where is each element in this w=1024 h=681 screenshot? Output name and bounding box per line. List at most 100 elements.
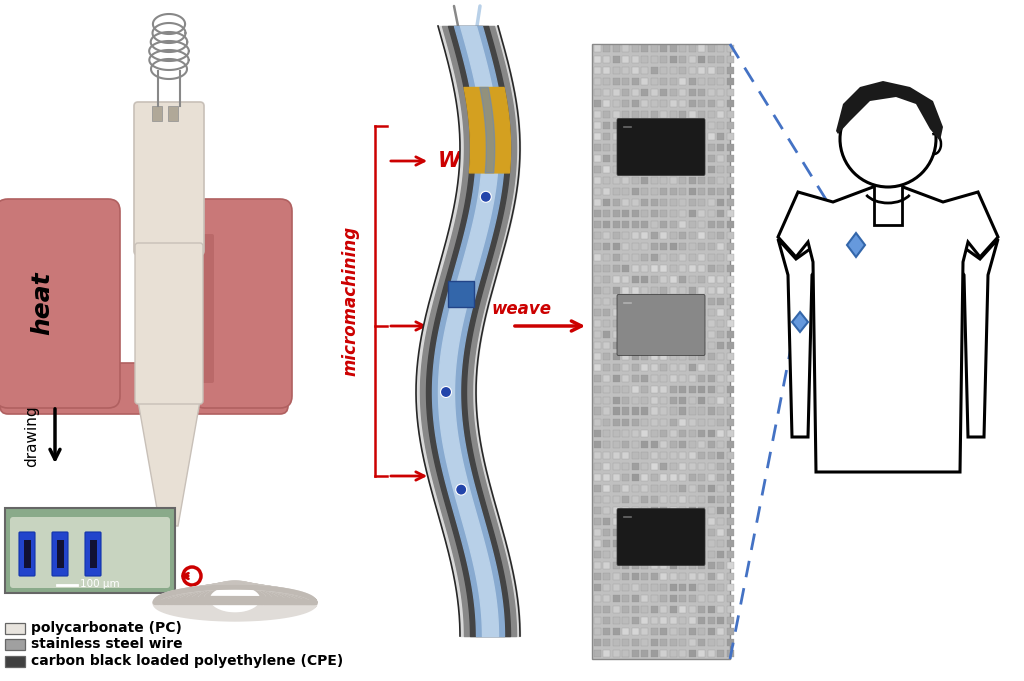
FancyBboxPatch shape bbox=[651, 341, 657, 349]
FancyBboxPatch shape bbox=[660, 518, 668, 525]
FancyBboxPatch shape bbox=[670, 550, 677, 558]
FancyBboxPatch shape bbox=[632, 341, 639, 349]
FancyBboxPatch shape bbox=[670, 221, 677, 228]
FancyBboxPatch shape bbox=[680, 396, 686, 404]
FancyBboxPatch shape bbox=[698, 287, 706, 294]
FancyBboxPatch shape bbox=[680, 496, 686, 503]
FancyBboxPatch shape bbox=[718, 67, 724, 74]
FancyBboxPatch shape bbox=[698, 210, 706, 217]
FancyBboxPatch shape bbox=[660, 627, 668, 635]
FancyBboxPatch shape bbox=[603, 375, 610, 382]
FancyBboxPatch shape bbox=[651, 55, 657, 63]
FancyBboxPatch shape bbox=[594, 573, 601, 580]
Circle shape bbox=[480, 191, 492, 202]
FancyBboxPatch shape bbox=[660, 287, 668, 294]
FancyBboxPatch shape bbox=[708, 353, 715, 360]
FancyBboxPatch shape bbox=[660, 89, 668, 96]
FancyBboxPatch shape bbox=[594, 507, 601, 514]
FancyBboxPatch shape bbox=[689, 330, 695, 338]
FancyBboxPatch shape bbox=[594, 473, 601, 481]
FancyBboxPatch shape bbox=[727, 187, 734, 195]
FancyBboxPatch shape bbox=[623, 176, 630, 184]
FancyBboxPatch shape bbox=[632, 221, 639, 228]
FancyBboxPatch shape bbox=[651, 650, 657, 657]
FancyBboxPatch shape bbox=[613, 155, 620, 162]
FancyBboxPatch shape bbox=[680, 353, 686, 360]
FancyBboxPatch shape bbox=[651, 155, 657, 162]
FancyBboxPatch shape bbox=[632, 121, 639, 129]
FancyBboxPatch shape bbox=[718, 44, 724, 52]
FancyBboxPatch shape bbox=[641, 242, 648, 250]
FancyBboxPatch shape bbox=[603, 616, 610, 624]
FancyBboxPatch shape bbox=[641, 385, 648, 393]
FancyBboxPatch shape bbox=[660, 562, 668, 569]
FancyBboxPatch shape bbox=[613, 550, 620, 558]
FancyBboxPatch shape bbox=[680, 253, 686, 261]
FancyBboxPatch shape bbox=[632, 187, 639, 195]
FancyBboxPatch shape bbox=[698, 133, 706, 140]
FancyBboxPatch shape bbox=[680, 385, 686, 393]
FancyBboxPatch shape bbox=[594, 253, 601, 261]
FancyBboxPatch shape bbox=[613, 507, 620, 514]
FancyBboxPatch shape bbox=[670, 496, 677, 503]
FancyBboxPatch shape bbox=[623, 110, 630, 118]
FancyBboxPatch shape bbox=[613, 319, 620, 327]
FancyBboxPatch shape bbox=[708, 44, 715, 52]
FancyBboxPatch shape bbox=[680, 550, 686, 558]
FancyBboxPatch shape bbox=[698, 253, 706, 261]
Polygon shape bbox=[847, 233, 865, 257]
FancyBboxPatch shape bbox=[603, 595, 610, 602]
FancyBboxPatch shape bbox=[603, 187, 610, 195]
FancyBboxPatch shape bbox=[651, 232, 657, 239]
FancyBboxPatch shape bbox=[698, 616, 706, 624]
FancyBboxPatch shape bbox=[708, 639, 715, 646]
FancyBboxPatch shape bbox=[718, 650, 724, 657]
FancyBboxPatch shape bbox=[623, 121, 630, 129]
FancyBboxPatch shape bbox=[613, 364, 620, 371]
FancyBboxPatch shape bbox=[594, 319, 601, 327]
FancyBboxPatch shape bbox=[708, 605, 715, 613]
FancyBboxPatch shape bbox=[660, 319, 668, 327]
FancyBboxPatch shape bbox=[623, 155, 630, 162]
FancyBboxPatch shape bbox=[594, 264, 601, 272]
FancyBboxPatch shape bbox=[698, 67, 706, 74]
FancyBboxPatch shape bbox=[623, 364, 630, 371]
FancyBboxPatch shape bbox=[708, 364, 715, 371]
FancyBboxPatch shape bbox=[613, 639, 620, 646]
FancyBboxPatch shape bbox=[613, 287, 620, 294]
FancyBboxPatch shape bbox=[632, 650, 639, 657]
FancyBboxPatch shape bbox=[689, 385, 695, 393]
FancyBboxPatch shape bbox=[632, 462, 639, 470]
FancyBboxPatch shape bbox=[698, 264, 706, 272]
FancyBboxPatch shape bbox=[727, 341, 734, 349]
FancyBboxPatch shape bbox=[698, 375, 706, 382]
FancyBboxPatch shape bbox=[603, 396, 610, 404]
FancyBboxPatch shape bbox=[632, 562, 639, 569]
FancyBboxPatch shape bbox=[613, 419, 620, 426]
FancyBboxPatch shape bbox=[718, 627, 724, 635]
FancyBboxPatch shape bbox=[632, 308, 639, 316]
FancyBboxPatch shape bbox=[718, 232, 724, 239]
FancyBboxPatch shape bbox=[660, 221, 668, 228]
FancyBboxPatch shape bbox=[594, 99, 601, 107]
FancyBboxPatch shape bbox=[708, 232, 715, 239]
FancyBboxPatch shape bbox=[698, 353, 706, 360]
FancyBboxPatch shape bbox=[698, 144, 706, 151]
FancyBboxPatch shape bbox=[670, 473, 677, 481]
FancyBboxPatch shape bbox=[632, 616, 639, 624]
FancyBboxPatch shape bbox=[727, 298, 734, 305]
FancyBboxPatch shape bbox=[613, 650, 620, 657]
FancyBboxPatch shape bbox=[698, 232, 706, 239]
Text: stainless steel wire: stainless steel wire bbox=[31, 637, 182, 652]
FancyBboxPatch shape bbox=[680, 650, 686, 657]
FancyBboxPatch shape bbox=[623, 341, 630, 349]
FancyBboxPatch shape bbox=[718, 441, 724, 448]
FancyBboxPatch shape bbox=[5, 656, 25, 667]
FancyBboxPatch shape bbox=[689, 396, 695, 404]
FancyBboxPatch shape bbox=[718, 484, 724, 492]
FancyBboxPatch shape bbox=[623, 99, 630, 107]
FancyBboxPatch shape bbox=[651, 639, 657, 646]
FancyBboxPatch shape bbox=[680, 595, 686, 602]
FancyBboxPatch shape bbox=[727, 44, 734, 52]
FancyBboxPatch shape bbox=[727, 210, 734, 217]
